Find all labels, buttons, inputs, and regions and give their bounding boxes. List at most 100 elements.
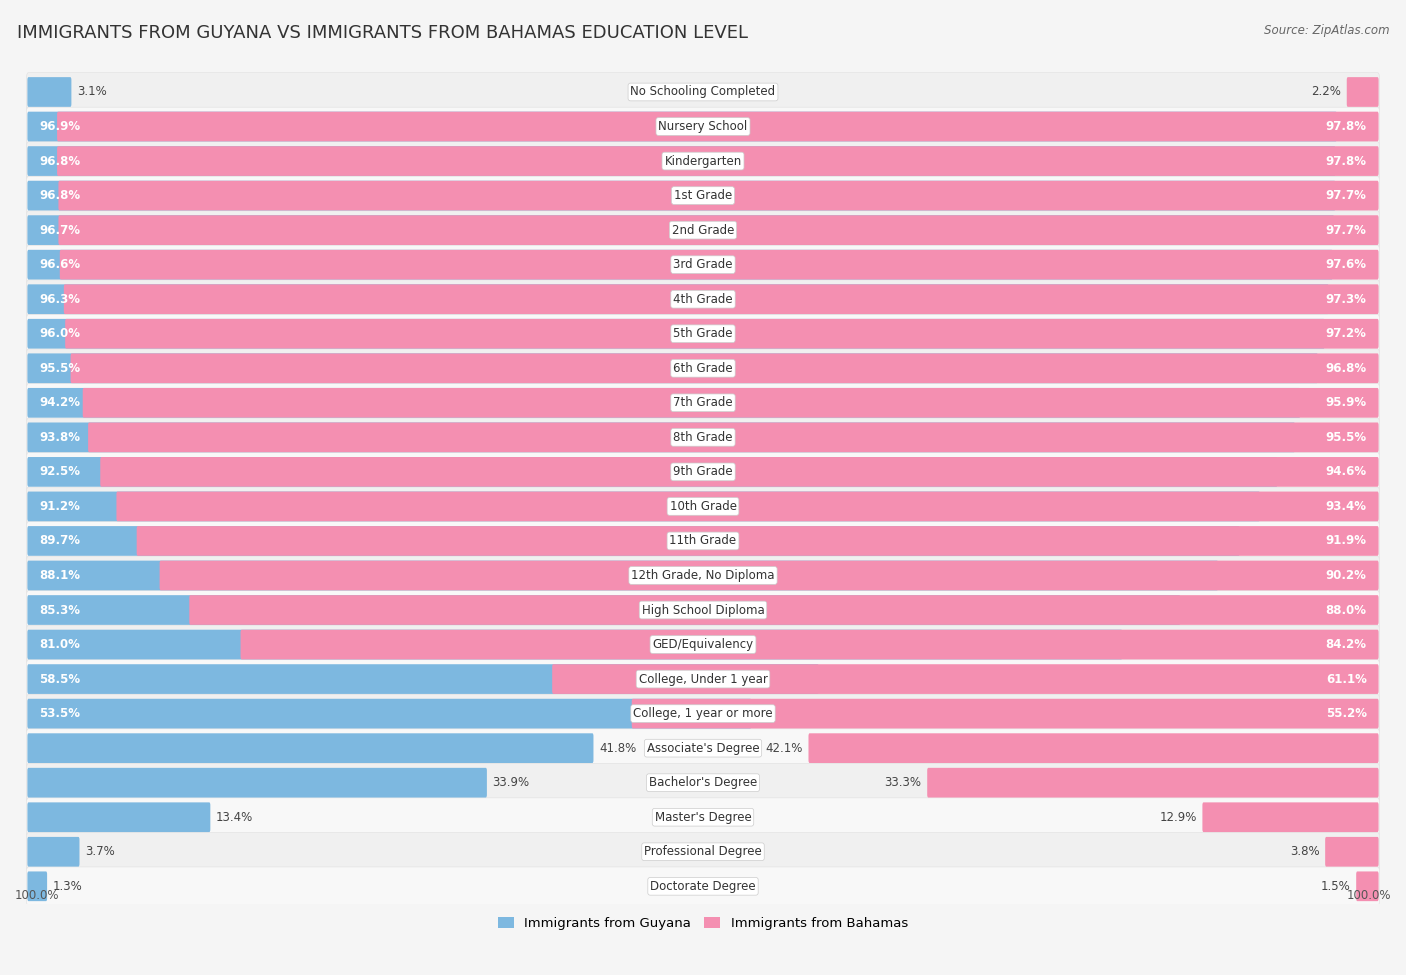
FancyBboxPatch shape [27, 556, 1379, 595]
FancyBboxPatch shape [27, 802, 211, 832]
FancyBboxPatch shape [27, 452, 1379, 491]
FancyBboxPatch shape [100, 457, 1379, 487]
Text: 95.9%: 95.9% [1326, 396, 1367, 410]
FancyBboxPatch shape [27, 176, 1379, 214]
Text: Bachelor's Degree: Bachelor's Degree [650, 776, 756, 789]
Text: 5th Grade: 5th Grade [673, 328, 733, 340]
FancyBboxPatch shape [927, 768, 1379, 798]
FancyBboxPatch shape [27, 211, 1379, 250]
Text: Associate's Degree: Associate's Degree [647, 742, 759, 755]
Text: 97.7%: 97.7% [1326, 189, 1367, 202]
Text: Master's Degree: Master's Degree [655, 811, 751, 824]
Text: 96.8%: 96.8% [1326, 362, 1367, 374]
Text: 81.0%: 81.0% [39, 638, 80, 651]
Text: 96.8%: 96.8% [39, 189, 80, 202]
FancyBboxPatch shape [27, 112, 1337, 141]
Text: 93.8%: 93.8% [39, 431, 80, 444]
Text: 3.1%: 3.1% [77, 86, 107, 98]
Text: 97.6%: 97.6% [1326, 258, 1367, 271]
FancyBboxPatch shape [27, 180, 1336, 211]
FancyBboxPatch shape [117, 491, 1379, 522]
FancyBboxPatch shape [1202, 802, 1379, 832]
FancyBboxPatch shape [27, 798, 1379, 837]
Text: 100.0%: 100.0% [15, 889, 59, 902]
FancyBboxPatch shape [27, 107, 1379, 146]
Text: 3.7%: 3.7% [86, 845, 115, 858]
FancyBboxPatch shape [63, 285, 1379, 314]
Text: 94.6%: 94.6% [1326, 465, 1367, 479]
FancyBboxPatch shape [136, 526, 1379, 556]
Text: 96.7%: 96.7% [39, 223, 80, 237]
FancyBboxPatch shape [27, 763, 1379, 802]
Text: 91.9%: 91.9% [1326, 534, 1367, 547]
FancyBboxPatch shape [27, 215, 1334, 245]
FancyBboxPatch shape [27, 837, 80, 867]
FancyBboxPatch shape [83, 388, 1379, 417]
FancyBboxPatch shape [27, 280, 1379, 319]
Text: 96.9%: 96.9% [39, 120, 80, 133]
FancyBboxPatch shape [27, 141, 1379, 180]
FancyBboxPatch shape [27, 246, 1379, 284]
FancyBboxPatch shape [27, 872, 48, 901]
FancyBboxPatch shape [27, 660, 1379, 698]
FancyBboxPatch shape [190, 595, 1379, 625]
FancyBboxPatch shape [27, 388, 1301, 417]
FancyBboxPatch shape [59, 180, 1379, 211]
FancyBboxPatch shape [27, 250, 1333, 280]
Legend: Immigrants from Guyana, Immigrants from Bahamas: Immigrants from Guyana, Immigrants from … [492, 912, 914, 935]
FancyBboxPatch shape [27, 526, 1240, 556]
FancyBboxPatch shape [27, 522, 1379, 561]
FancyBboxPatch shape [160, 561, 1379, 590]
Text: College, Under 1 year: College, Under 1 year [638, 673, 768, 685]
Text: 6th Grade: 6th Grade [673, 362, 733, 374]
FancyBboxPatch shape [27, 833, 1379, 871]
Text: 42.1%: 42.1% [765, 742, 803, 755]
FancyBboxPatch shape [27, 349, 1379, 388]
FancyBboxPatch shape [58, 112, 1379, 141]
Text: 11th Grade: 11th Grade [669, 534, 737, 547]
Text: Nursery School: Nursery School [658, 120, 748, 133]
FancyBboxPatch shape [240, 630, 1379, 659]
FancyBboxPatch shape [59, 215, 1379, 245]
FancyBboxPatch shape [27, 867, 1379, 906]
Text: 97.8%: 97.8% [1326, 120, 1367, 133]
Text: 13.4%: 13.4% [217, 811, 253, 824]
Text: 85.3%: 85.3% [39, 604, 80, 616]
FancyBboxPatch shape [631, 699, 1379, 728]
Text: 96.8%: 96.8% [39, 155, 80, 168]
Text: 3rd Grade: 3rd Grade [673, 258, 733, 271]
Text: 1st Grade: 1st Grade [673, 189, 733, 202]
Text: 88.1%: 88.1% [39, 569, 80, 582]
FancyBboxPatch shape [27, 491, 1260, 522]
Text: 61.1%: 61.1% [1326, 673, 1367, 685]
FancyBboxPatch shape [27, 383, 1379, 422]
Text: 84.2%: 84.2% [1326, 638, 1367, 651]
Text: 94.2%: 94.2% [39, 396, 80, 410]
Text: 97.7%: 97.7% [1326, 223, 1367, 237]
Text: 41.8%: 41.8% [599, 742, 637, 755]
Text: Professional Degree: Professional Degree [644, 845, 762, 858]
FancyBboxPatch shape [27, 561, 1218, 590]
Text: GED/Equivalency: GED/Equivalency [652, 638, 754, 651]
FancyBboxPatch shape [27, 319, 1324, 349]
Text: 10th Grade: 10th Grade [669, 500, 737, 513]
Text: 95.5%: 95.5% [39, 362, 80, 374]
Text: 4th Grade: 4th Grade [673, 292, 733, 306]
Text: 12th Grade, No Diploma: 12th Grade, No Diploma [631, 569, 775, 582]
Text: 96.6%: 96.6% [39, 258, 80, 271]
Text: 96.3%: 96.3% [39, 292, 80, 306]
FancyBboxPatch shape [27, 694, 1379, 733]
FancyBboxPatch shape [58, 146, 1379, 176]
FancyBboxPatch shape [27, 422, 1295, 452]
Text: Kindergarten: Kindergarten [665, 155, 741, 168]
Text: 8th Grade: 8th Grade [673, 431, 733, 444]
FancyBboxPatch shape [27, 729, 1379, 767]
Text: 89.7%: 89.7% [39, 534, 80, 547]
FancyBboxPatch shape [27, 73, 1379, 111]
Text: 97.3%: 97.3% [1326, 292, 1367, 306]
Text: 53.5%: 53.5% [39, 707, 80, 721]
FancyBboxPatch shape [27, 418, 1379, 456]
FancyBboxPatch shape [27, 699, 751, 728]
FancyBboxPatch shape [27, 285, 1329, 314]
Text: 95.5%: 95.5% [1326, 431, 1367, 444]
